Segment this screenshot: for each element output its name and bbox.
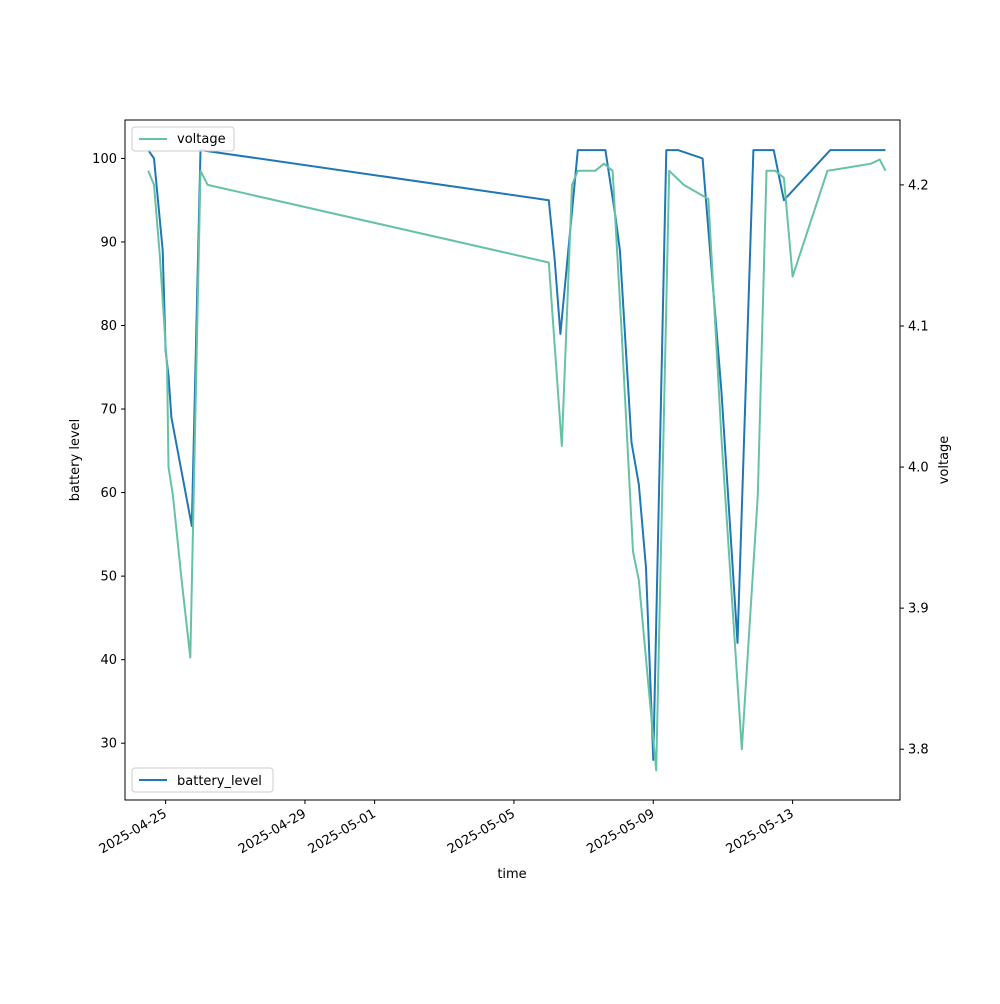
plot-lines: [147, 149, 887, 772]
y-left-tick-label: 30: [100, 737, 117, 752]
y-right-tick-label: 4.2: [908, 178, 929, 193]
y-left-axis-label: battery level: [68, 419, 83, 502]
y-right-tick-label: 4.1: [908, 319, 929, 334]
legend-battery-level: battery_level: [131, 767, 274, 793]
y-left-tick-label: 60: [100, 486, 117, 501]
x-axis-label: time: [497, 867, 526, 882]
legend-voltage: voltage: [131, 126, 235, 152]
series-line-voltage: [147, 158, 887, 772]
y-left-tick-label: 50: [100, 570, 117, 585]
y-right-axis-label: voltage: [937, 436, 952, 485]
y-left-axis: 30 40 50 60 70 80 90 100: [92, 152, 125, 752]
y-left-tick-label: 80: [100, 319, 117, 334]
y-right-tick-label: 3.9: [908, 602, 929, 617]
plot-frame: [124, 119, 901, 801]
series-line-battery-level: [147, 149, 886, 761]
y-left-tick-label: 100: [92, 152, 117, 167]
legend-voltage-box: [131, 126, 235, 152]
y-right-axis: 3.8 3.9 4.0 4.1 4.2: [900, 178, 929, 758]
legend-battery-level-label: battery_level: [177, 774, 262, 789]
y-left-tick-label: 70: [100, 403, 117, 418]
y-left-tick-label: 90: [100, 235, 117, 250]
legend-battery-level-box: [131, 767, 274, 793]
y-right-tick-label: 4.0: [908, 461, 929, 476]
y-left-tick-label: 40: [100, 653, 117, 668]
y-right-tick-label: 3.8: [908, 743, 929, 758]
legend-voltage-label: voltage: [177, 132, 226, 147]
